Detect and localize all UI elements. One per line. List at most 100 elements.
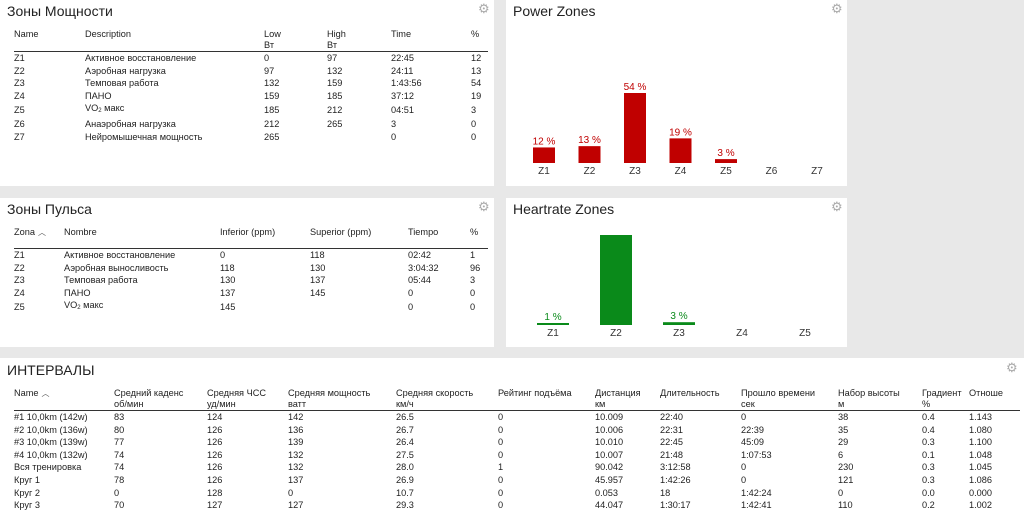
- gear-icon[interactable]: ⚙: [478, 1, 490, 16]
- col-header-5[interactable]: Рейтинг подъёма: [498, 388, 595, 410]
- category-label: Z7: [811, 166, 823, 177]
- bar-z2[interactable]: [578, 146, 601, 163]
- col-header-8[interactable]: Прошло времени сек: [741, 388, 838, 410]
- cell-high: [327, 131, 391, 144]
- bar-z5[interactable]: [715, 159, 737, 163]
- col-header-inferior[interactable]: Inferior (ppm): [220, 227, 276, 237]
- table-row[interactable]: #3 10,0km (139w) 77 126 139 26.4 0 10.010 22:45…: [14, 436, 1020, 449]
- gear-icon[interactable]: ⚙: [831, 1, 843, 16]
- header-label: Прошло времени: [741, 388, 816, 398]
- bar-z4[interactable]: [669, 138, 692, 163]
- cell-3: 142: [288, 412, 304, 422]
- cell-5: 0: [498, 500, 504, 511]
- cell-11: 1.080: [969, 424, 992, 435]
- cell-5: 0: [498, 449, 504, 460]
- col-header-superior[interactable]: Superior (ppm): [310, 227, 372, 237]
- col-header-name[interactable]: Nombre: [64, 227, 97, 237]
- cell-2: 126: [207, 424, 223, 435]
- col-header-0[interactable]: Name ︿: [14, 388, 114, 410]
- cell-time: 0: [408, 287, 414, 298]
- table-row[interactable]: Z7 Нейромышечная мощность 265 0 0: [14, 131, 488, 144]
- table-row[interactable]: Z1 Активное восстановление 0 118 02:42 1: [14, 249, 488, 262]
- table-row[interactable]: Круг 3 70 127 127 29.3 0 44.047 1:30:17 1:42:41 1…: [14, 499, 1020, 512]
- cell-6: 45.957: [595, 474, 624, 485]
- col-header-11[interactable]: Отноше: [969, 388, 1020, 410]
- col-header-low[interactable]: Low Вт: [264, 29, 281, 50]
- cell-low: 97: [264, 65, 275, 76]
- bar-z3[interactable]: [663, 322, 695, 325]
- gear-icon[interactable]: ⚙: [478, 199, 490, 214]
- col-header-percent[interactable]: %: [471, 29, 480, 39]
- table-row[interactable]: Z5 VO2 макс 145 0 0: [14, 299, 488, 315]
- header-label: Набор высоты: [838, 388, 900, 398]
- cell-superior: 145: [310, 287, 326, 298]
- col-header-high[interactable]: High Вт: [327, 29, 346, 50]
- table-row[interactable]: Вся тренировка 74 126 132 28.0 1 90.042 3:12:58…: [14, 461, 1020, 474]
- gear-icon[interactable]: ⚙: [1006, 360, 1018, 375]
- table-row[interactable]: Z4 ПАНО 159 185 37:12 19: [14, 90, 488, 103]
- header-label: Средний каденс: [114, 388, 184, 398]
- cell-1: 74: [114, 462, 125, 473]
- bar-z2[interactable]: [600, 235, 632, 325]
- col-header-3[interactable]: Средняя мощность ватт: [288, 388, 396, 410]
- table-row[interactable]: Z3 Темповая работа 132 159 1:43:56 54: [14, 77, 488, 90]
- col-header-name[interactable]: Name: [14, 29, 39, 39]
- cell-11: 1.143: [969, 412, 992, 422]
- col-header-1[interactable]: Средний каденс об/мин: [114, 388, 207, 410]
- cell-text: VO: [64, 300, 78, 311]
- cell-time: 1:43:56: [391, 78, 422, 89]
- cell-inferior: 145: [220, 301, 236, 312]
- table-row[interactable]: Z1 Активное восстановление 0 97 22:45 12: [14, 52, 488, 65]
- cell-9: 6: [838, 449, 844, 460]
- header-unit: км: [595, 399, 606, 409]
- bar-z1[interactable]: [537, 323, 569, 325]
- table-row[interactable]: Z6 Анаэробная нагрузка 212 265 3 0: [14, 118, 488, 131]
- table-row[interactable]: Z5 VO2 макс 185 212 04:51 3: [14, 102, 488, 118]
- cell-time: 0: [391, 131, 397, 142]
- col-header-description[interactable]: Description: [85, 29, 131, 39]
- col-header-time[interactable]: Tiempo: [408, 227, 439, 237]
- data-label: 19 %: [669, 127, 692, 138]
- cell-percent: 13: [471, 65, 482, 76]
- col-header-time[interactable]: Time: [391, 29, 412, 39]
- subscript: 2: [98, 108, 102, 115]
- table-row[interactable]: #4 10,0km (132w) 74 126 132 27.5 0 10.007 21:48…: [14, 449, 1020, 462]
- table-row[interactable]: Круг 1 78 126 137 26.9 0 45.957 1:42:26 0 121 0.3 1…: [14, 474, 1020, 487]
- bar-z3[interactable]: [624, 93, 646, 163]
- cell-1: 80: [114, 424, 125, 435]
- table-row[interactable]: Z2 Аэробная нагрузка 97 132 24:11 13: [14, 65, 488, 78]
- col-header-percent[interactable]: %: [470, 227, 479, 237]
- cell-superior: 118: [310, 250, 325, 260]
- col-header-zone[interactable]: Zona ︿: [14, 227, 46, 237]
- cell-description: VO2 макс: [85, 102, 264, 118]
- table-row[interactable]: Круг 2 0 128 0 10.7 0 0.053 18 1:42:24 0 0.0 0.000: [14, 487, 1020, 500]
- table-row[interactable]: Z3 Темповая работа 130 137 05:44 3: [14, 274, 488, 287]
- cell-description: Аэробная нагрузка: [85, 65, 166, 76]
- category-label: Z1: [538, 166, 550, 177]
- header-label: Рейтинг подъёма: [498, 388, 572, 398]
- cell-10: 0.3: [922, 474, 935, 485]
- cell-7: 3:12:58: [660, 462, 691, 473]
- header-label: Градиент: [922, 388, 962, 398]
- cell-0: #3 10,0km (139w): [14, 437, 88, 448]
- table-row[interactable]: Z4 ПАНО 137 145 0 0: [14, 287, 488, 300]
- col-header-2[interactable]: Средняя ЧСС уд/мин: [207, 388, 288, 410]
- cell-10: 0.4: [922, 424, 935, 435]
- col-header-4[interactable]: Средняя скорость км/ч: [396, 388, 498, 410]
- header-unit: уд/мин: [207, 399, 236, 409]
- gear-icon[interactable]: ⚙: [831, 199, 843, 214]
- cell-zone: Z1: [14, 250, 25, 260]
- cell-description: Анаэробная нагрузка: [85, 118, 176, 129]
- bar-z1[interactable]: [533, 147, 555, 163]
- col-header-7[interactable]: Длительность: [660, 388, 741, 410]
- data-label: 12 %: [533, 136, 556, 147]
- cell-5: 0: [498, 437, 504, 448]
- col-header-9[interactable]: Набор высоты м: [838, 388, 922, 410]
- table-row[interactable]: #2 10,0km (136w) 80 126 136 26.7 0 10.006 22:31…: [14, 424, 1020, 437]
- col-header-10[interactable]: Градиент%: [922, 388, 969, 410]
- hr-zones-table: Zona ︿ Nombre Inferior (ppm) Superior (pp…: [14, 227, 488, 315]
- table-row[interactable]: Z2 Аэробная выносливость 118 130 3:04:32 96: [14, 262, 488, 275]
- hr-zones-chart-panel: Heartrate Zones ⚙ 1 % Z1 Z2 3 % Z3 Z4 Z5: [506, 198, 847, 347]
- table-row[interactable]: #1 10,0km (142w) 83 124 142 26.5 0 10.009 22:40…: [14, 411, 1020, 424]
- col-header-6[interactable]: Дистанция км: [595, 388, 660, 410]
